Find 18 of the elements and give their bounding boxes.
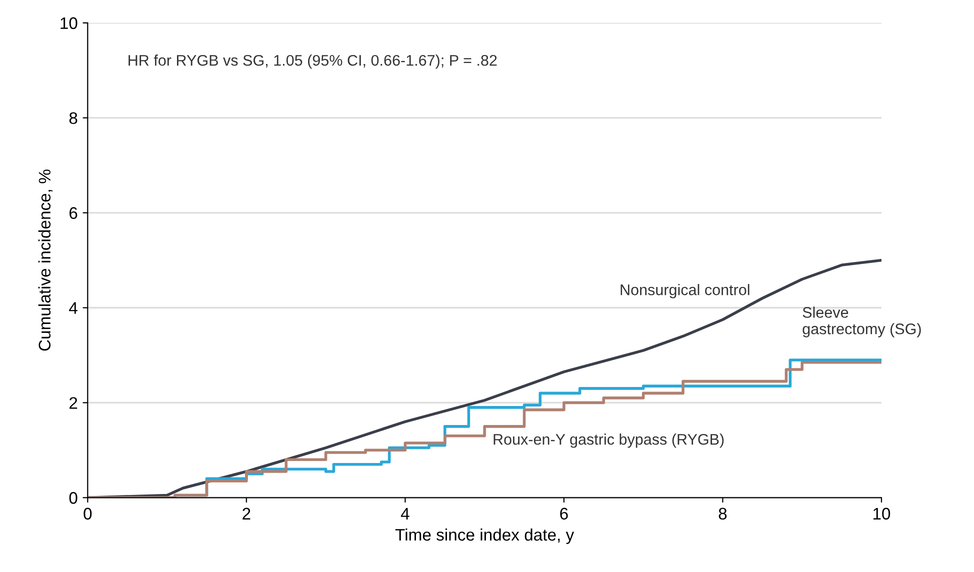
x-tick-label: 4 xyxy=(400,508,410,520)
x-tick-label: 2 xyxy=(242,508,250,520)
series-label: Nonsurgical control xyxy=(620,284,750,298)
series-label: Roux-en-Y gastric bypass (RYGB) xyxy=(494,434,724,448)
y-tick-label: 10 xyxy=(60,17,78,30)
y-tick-label: 0 xyxy=(69,492,78,504)
y-axis-title: Cumulative incidence, % xyxy=(38,170,53,351)
y-tick-label: 2 xyxy=(70,397,78,409)
y-tick-label: 8 xyxy=(69,112,78,124)
x-tick-label: 6 xyxy=(560,508,568,520)
x-tick-label: 8 xyxy=(718,508,727,520)
x-tick-label: 10 xyxy=(873,508,890,520)
x-axis-title: Time since index date, y xyxy=(395,528,574,544)
y-tick-label: 6 xyxy=(70,207,78,219)
y-tick-label: 4 xyxy=(69,302,78,314)
x-tick-label: 0 xyxy=(84,508,92,520)
series-label: Sleeve gastrectomy (SG) xyxy=(802,306,921,338)
annotation: HR for RYGB vs SG, 1.05 (95% CI, 0.66-1.67); P = .82 xyxy=(128,54,497,69)
